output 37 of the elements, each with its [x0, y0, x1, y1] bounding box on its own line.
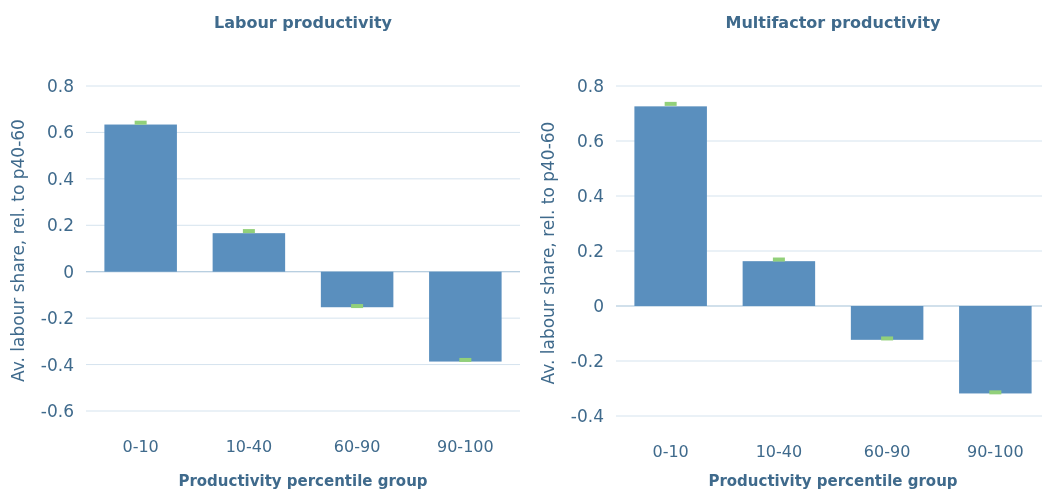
x-tick-label: 60-90	[863, 442, 911, 461]
y-tick-label: 0.2	[46, 215, 74, 236]
bar	[634, 106, 707, 306]
chart-title: Labour productivity	[213, 13, 393, 32]
y-tick-label: 0	[593, 295, 604, 316]
bar	[959, 306, 1032, 394]
y-tick-label: -0.6	[40, 400, 74, 421]
x-tick-label: 0-10	[652, 442, 689, 461]
y-tick-label: 0.2	[576, 240, 604, 261]
x-tick-label: 0-10	[122, 437, 159, 456]
y-tick-label: 0.6	[46, 122, 74, 143]
bar	[429, 271, 502, 362]
y-tick-label: 0.8	[46, 75, 74, 96]
y-tick-label: -0.2	[570, 350, 604, 371]
x-axis-title: Productivity percentile group	[708, 472, 958, 490]
bar	[212, 233, 286, 272]
x-tick-label: 10-40	[755, 442, 803, 461]
y-tick-label: 0.8	[576, 75, 604, 96]
y-tick-label: -0.4	[570, 405, 604, 426]
y-tick-label: 0.4	[576, 185, 604, 206]
y-tick-label: 0.6	[576, 130, 604, 151]
y-tick-label: -0.4	[40, 354, 74, 375]
y-tick-label: -0.2	[40, 308, 74, 329]
bar	[850, 306, 924, 340]
x-axis-title: Productivity percentile group	[178, 472, 428, 490]
x-tick-label: 90-100	[437, 437, 494, 456]
x-tick-label: 10-40	[225, 437, 273, 456]
bar	[320, 271, 394, 308]
x-tick-label: 90-100	[967, 442, 1024, 461]
bar	[104, 124, 177, 272]
y-tick-label: 0	[63, 261, 74, 282]
x-tick-label: 60-90	[333, 437, 381, 456]
chart-title: Multifactor productivity	[725, 13, 942, 32]
y-axis-title: Av. labour share, rel. to p40-60	[538, 121, 558, 385]
y-axis-title: Av. labour share, rel. to p40-60	[8, 119, 28, 382]
bar	[742, 261, 816, 306]
y-tick-label: 0.4	[46, 168, 74, 189]
